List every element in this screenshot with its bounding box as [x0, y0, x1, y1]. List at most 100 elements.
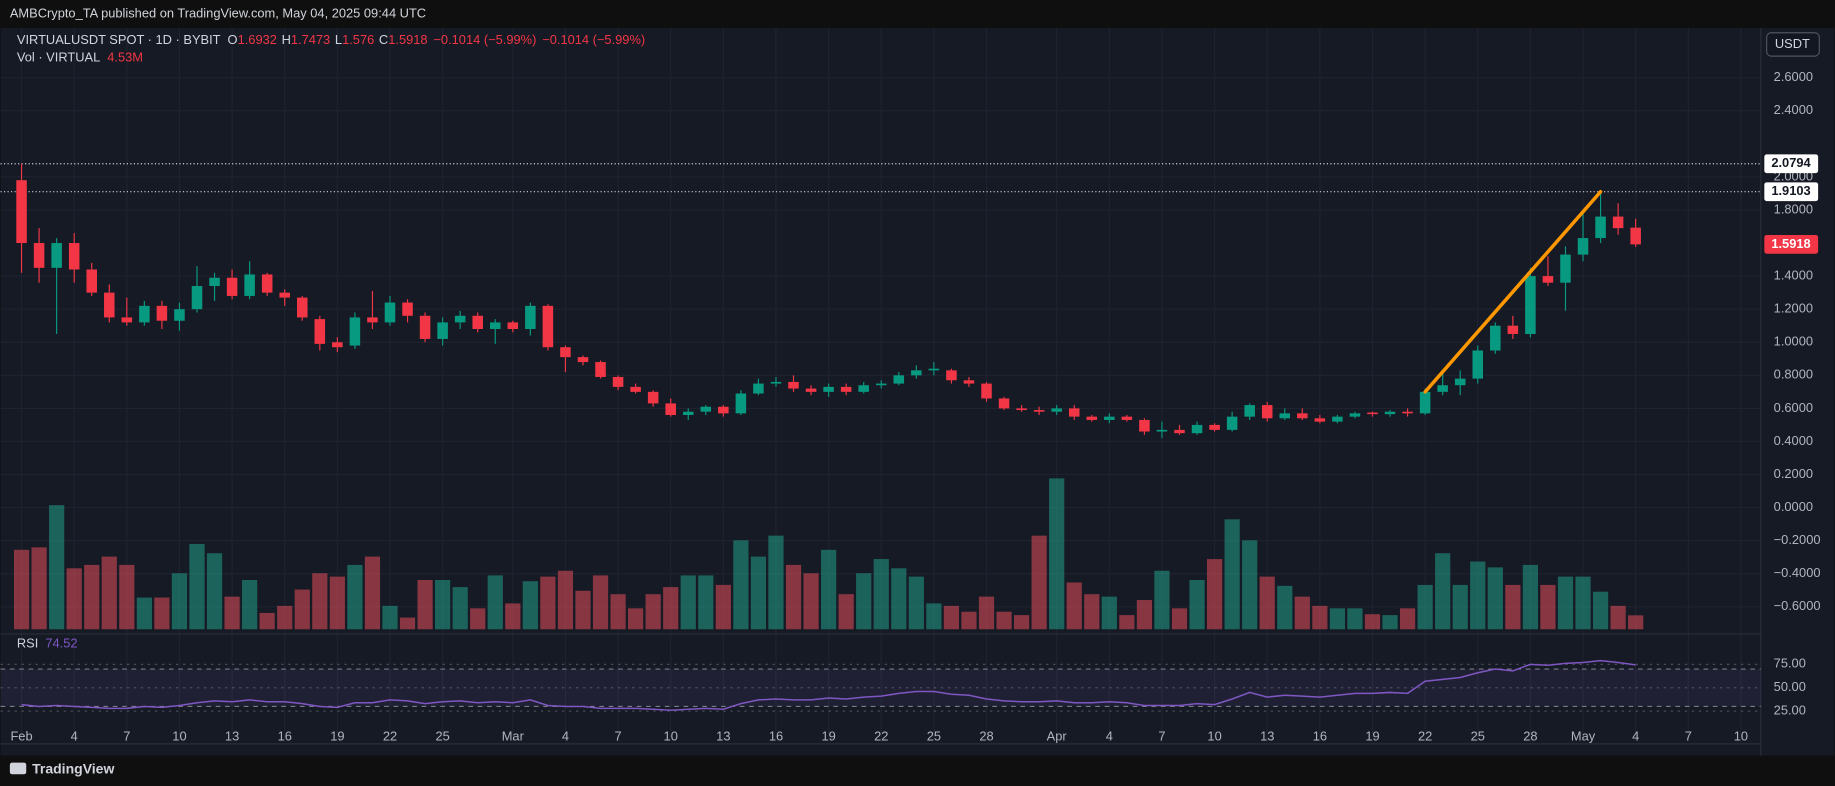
volume-bar	[277, 605, 293, 630]
volume-bar	[259, 612, 275, 630]
x-tick-label: 10	[664, 728, 678, 743]
candle-body	[946, 370, 957, 381]
candle-body	[612, 376, 624, 387]
volume-bar	[1049, 478, 1065, 630]
x-tick-label: 7	[123, 728, 130, 743]
candle-body	[507, 322, 519, 330]
legend-item: Vol · VIRTUAL	[17, 50, 100, 65]
candle-body	[1279, 413, 1291, 419]
volume-bar	[487, 575, 503, 630]
candle-body	[858, 385, 869, 392]
volume-bar	[329, 576, 345, 630]
candle-body	[1332, 416, 1343, 422]
x-tick-label: 22	[1418, 728, 1432, 743]
legend: Vol · VIRTUAL 4.53M	[17, 50, 143, 65]
x-tick-label: 10	[1734, 728, 1748, 743]
candle-body	[104, 292, 115, 318]
candle-body	[893, 375, 905, 384]
legend-item: L	[335, 32, 342, 47]
y-tick-label: 1.0000	[1774, 334, 1813, 349]
volume-bar	[101, 556, 117, 630]
x-tick-label: 19	[1365, 728, 1379, 743]
volume-bar	[206, 553, 223, 630]
volume-bar	[1259, 576, 1275, 630]
hline-label-bg	[1764, 182, 1819, 202]
volume-bar	[435, 579, 451, 630]
legend-item: O	[228, 32, 238, 47]
candle-body	[665, 403, 676, 415]
candle-body	[1156, 429, 1168, 432]
volume-bar	[1399, 608, 1416, 630]
volume-bar	[733, 540, 749, 630]
x-tick-label: 19	[821, 728, 835, 743]
legend: VIRTUALUSDT SPOT · 1D · BYBIT O1.6932 H1.7…	[17, 32, 645, 47]
candle-body	[191, 286, 203, 310]
volume-bar	[224, 596, 240, 630]
legend-item: 1.7473	[291, 32, 330, 47]
volume-bar	[1575, 576, 1591, 630]
candle-body	[349, 317, 361, 346]
volume-bar	[628, 608, 644, 630]
volume-bar	[189, 543, 205, 630]
y-tick-label: 0.8000	[1774, 367, 1813, 382]
candle-body	[332, 342, 343, 348]
currency-button	[1766, 32, 1820, 57]
hline-label: 2.0794	[1771, 155, 1811, 170]
legend-item: 1.576	[342, 32, 374, 47]
x-tick-label: 19	[330, 728, 344, 743]
volume-bar	[1013, 615, 1030, 630]
candle-body	[402, 302, 413, 316]
candle-body	[86, 269, 97, 293]
volume-bar	[557, 570, 574, 630]
rsi-tick-label: 25.00	[1774, 703, 1806, 718]
candle-body	[577, 357, 589, 363]
candle-body	[279, 292, 290, 298]
y-tick-label: −0.2000	[1774, 532, 1821, 547]
candle-body	[244, 274, 255, 296]
y-tick-label: −0.4000	[1774, 565, 1821, 580]
candle-body	[226, 277, 238, 296]
volume-bar	[1470, 561, 1486, 630]
candle-body	[454, 315, 466, 323]
y-tick-label: 2.6000	[1774, 69, 1813, 84]
volume-bar	[750, 556, 767, 630]
volume-bar	[1119, 615, 1135, 630]
volume-bar	[663, 587, 679, 630]
legend-item: 4.53M	[107, 50, 143, 65]
volume-bar	[978, 596, 995, 630]
candle-body	[1016, 408, 1027, 411]
volume-bar	[31, 547, 47, 630]
x-tick-label: 13	[716, 728, 730, 743]
x-tick-label: Apr	[1047, 728, 1068, 743]
candle-body	[419, 315, 431, 339]
candle-body	[963, 380, 975, 384]
candle-body	[1367, 412, 1378, 415]
volume-bar	[242, 579, 258, 630]
volume-bar	[505, 603, 521, 630]
logo: TradingView	[9, 760, 114, 776]
volume-bar	[1242, 540, 1258, 630]
volume-bar	[1382, 615, 1398, 630]
y-tick-label: 2.4000	[1774, 102, 1813, 117]
legend-item: H	[282, 32, 291, 47]
legend-item: VIRTUALUSDT SPOT · 1D · BYBIT	[17, 32, 221, 47]
volume-bar	[1101, 596, 1117, 630]
candle-body	[1104, 416, 1115, 420]
candle-body	[121, 317, 133, 323]
candle-body	[875, 383, 887, 386]
x-tick-label: May	[1571, 728, 1596, 743]
volume-bar	[119, 564, 135, 630]
candle-body	[911, 370, 922, 376]
volume-bar	[698, 575, 714, 630]
volume-bar	[1171, 608, 1188, 630]
volume-bar	[66, 568, 82, 630]
candle-body	[1209, 424, 1220, 430]
volume-bar	[943, 605, 960, 630]
x-tick-label: 28	[979, 728, 993, 743]
volume-bar	[821, 549, 837, 630]
trendline	[1423, 190, 1603, 394]
candle-body	[700, 406, 712, 412]
y-tick-label: 0.6000	[1774, 400, 1813, 415]
volume-bar	[13, 549, 30, 630]
